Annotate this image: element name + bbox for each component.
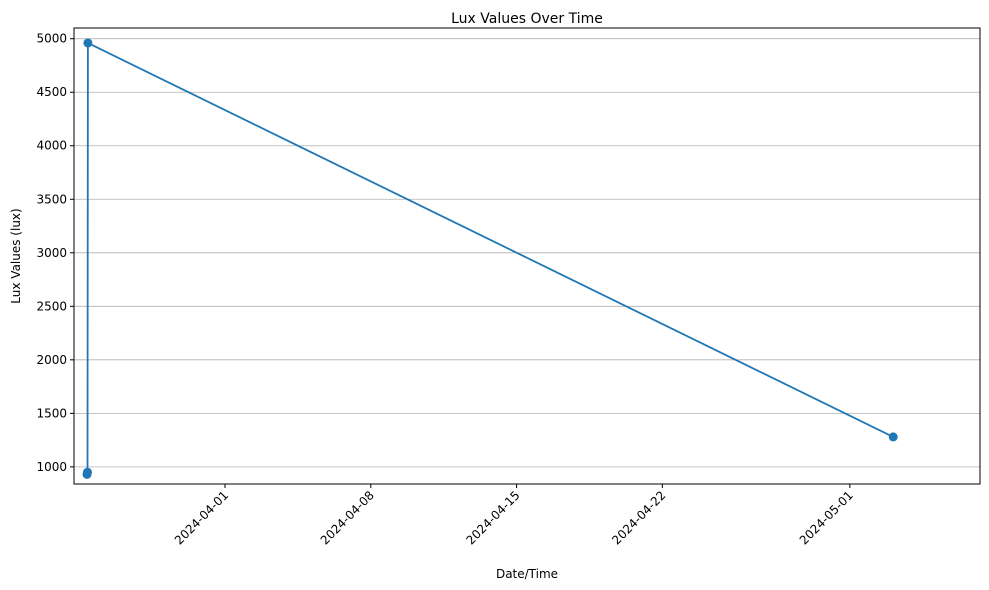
x-axis-ticks: 2024-04-01 2024-04-08 2024-04-15 2024-04-22… [172,484,856,547]
y-axis-label: Lux Values (lux) [9,208,23,303]
y-tick-label: 4000 [36,139,67,153]
chart-title: Lux Values Over Time [451,11,603,27]
data-point [83,38,93,48]
y-tick-label: 5000 [36,32,67,46]
x-tick-label: 2024-05-01 [797,488,856,547]
y-axis-ticks: 1000 1500 2000 2500 3000 3500 4000 4500 5000 [36,32,74,474]
y-tick-label: 3500 [36,192,67,206]
y-tick-label: 1500 [36,406,67,420]
y-tick-label: 2000 [36,353,67,367]
data-series [82,38,898,479]
y-gridlines [74,38,980,468]
y-tick-label: 4500 [36,85,67,99]
series-line [86,41,894,475]
data-point [82,467,92,477]
y-tick-label: 1000 [36,460,67,474]
x-tick-label: 2024-04-22 [609,488,668,547]
y-tick-label: 2500 [36,299,67,313]
x-tick-label: 2024-04-08 [318,488,377,547]
y-tick-label: 3000 [36,246,67,260]
plot-frame [73,27,981,485]
data-point [888,432,898,442]
x-tick-label: 2024-04-15 [463,488,522,547]
x-tick-label: 2024-04-01 [172,488,231,547]
x-axis-label: Date/Time [496,567,558,581]
